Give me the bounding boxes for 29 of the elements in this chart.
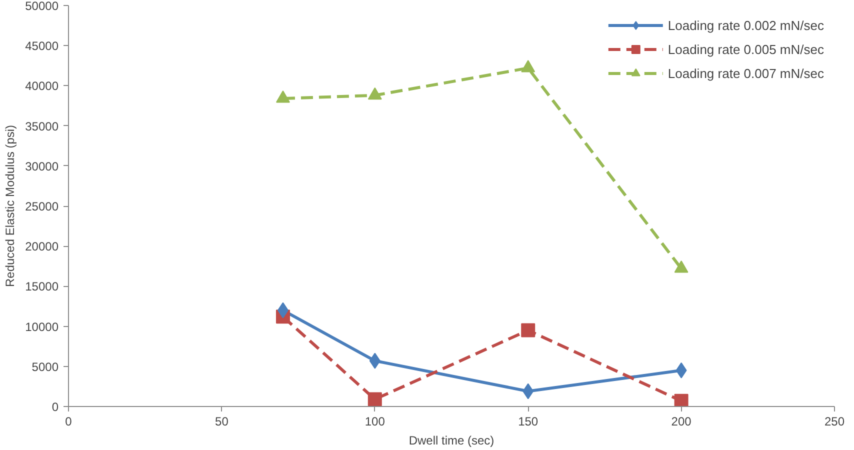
- y-tick-label: 10000: [25, 320, 59, 334]
- legend-label: Loading rate 0.002 mN/sec: [668, 18, 824, 32]
- legend-label: Loading rate 0.005 mN/sec: [668, 42, 824, 56]
- y-tick-label: 5000: [32, 360, 59, 374]
- point: [521, 60, 536, 72]
- x-tick-label: 150: [518, 414, 538, 428]
- y-tick-label: 15000: [25, 280, 59, 294]
- point: [276, 90, 290, 103]
- y-tick-label: 20000: [25, 240, 59, 254]
- y-tick-label: 30000: [25, 159, 59, 174]
- y-tick-label: 35000: [25, 119, 59, 134]
- x-tick-label: 0: [65, 414, 72, 428]
- y-axis-title: Reduced Elastic Modulus (psi): [3, 124, 18, 288]
- y-tick-label: 25000: [25, 200, 59, 214]
- x-tick-label: 250: [824, 414, 845, 428]
- y-tick-label: 40000: [25, 79, 59, 94]
- point: [521, 323, 536, 338]
- point: [368, 392, 382, 406]
- x-tick-label: 200: [671, 414, 692, 428]
- point: [368, 87, 382, 100]
- x-tick-label: 50: [215, 414, 229, 428]
- point: [674, 260, 688, 273]
- y-tick-label: 45000: [25, 39, 59, 54]
- point: [674, 394, 688, 406]
- legend-label: Loading rate 0.007 mN/sec: [668, 66, 824, 80]
- x-axis-title: Dwell time (sec): [408, 434, 494, 448]
- y-tick-label: 50000: [25, 0, 59, 13]
- y-tick-label: 0: [52, 400, 59, 414]
- x-tick-label: 100: [364, 414, 386, 428]
